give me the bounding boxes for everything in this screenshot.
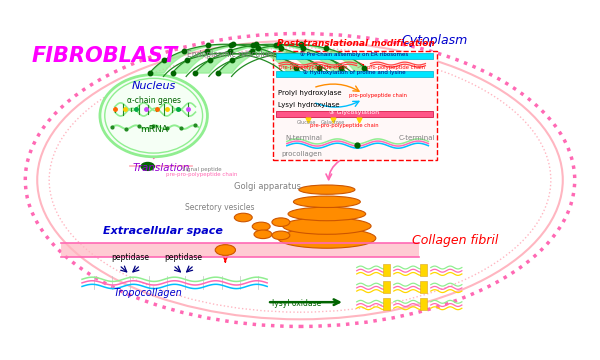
Text: Nucleus: Nucleus	[131, 81, 176, 91]
Text: Prolyl hydroxylase: Prolyl hydroxylase	[278, 90, 341, 96]
Text: FIBROBLAST: FIBROBLAST	[31, 46, 178, 66]
Text: mRNA: mRNA	[140, 125, 167, 134]
FancyBboxPatch shape	[275, 71, 433, 77]
Text: procollagen: procollagen	[281, 151, 322, 157]
FancyBboxPatch shape	[420, 298, 427, 310]
FancyBboxPatch shape	[383, 298, 390, 310]
FancyBboxPatch shape	[420, 264, 427, 276]
Ellipse shape	[283, 218, 371, 234]
FancyBboxPatch shape	[420, 281, 427, 293]
Text: pro-polypeptide chain: pro-polypeptide chain	[367, 65, 425, 70]
Text: Tropocollagen: Tropocollagen	[113, 288, 182, 298]
Text: Endoplasmic reticulum: Endoplasmic reticulum	[187, 50, 275, 59]
Text: Golgi apparatus: Golgi apparatus	[233, 182, 301, 191]
Text: ② Hydroxylation of proline and lysine: ② Hydroxylation of proline and lysine	[303, 70, 406, 75]
Text: Collagen fibril: Collagen fibril	[412, 234, 499, 247]
Ellipse shape	[235, 213, 252, 222]
Text: Secretory vesicles: Secretory vesicles	[185, 203, 254, 212]
FancyBboxPatch shape	[275, 53, 433, 59]
Text: lysyl oxidase: lysyl oxidase	[272, 299, 322, 308]
Text: ① Pre-chain assembly on ER ribosomes: ① Pre-chain assembly on ER ribosomes	[300, 51, 409, 57]
Text: pre-pro-polypeptide chain: pre-pro-polypeptide chain	[310, 123, 379, 128]
Text: pro-polypeptide chain: pro-polypeptide chain	[349, 93, 407, 98]
Text: Lysyl hydroxylase: Lysyl hydroxylase	[278, 102, 340, 108]
Ellipse shape	[254, 230, 272, 239]
Ellipse shape	[272, 218, 290, 226]
FancyBboxPatch shape	[383, 264, 390, 276]
Ellipse shape	[252, 222, 270, 231]
Ellipse shape	[215, 245, 235, 255]
FancyBboxPatch shape	[383, 281, 390, 293]
Ellipse shape	[100, 75, 208, 157]
Text: Cytoplasm: Cytoplasm	[401, 34, 468, 47]
Text: Glucose: Glucose	[296, 120, 316, 125]
Text: peptidase: peptidase	[164, 253, 203, 262]
Ellipse shape	[293, 196, 361, 207]
Text: Signal peptide: Signal peptide	[182, 167, 221, 172]
Text: Post-translational modification: Post-translational modification	[277, 39, 434, 48]
Ellipse shape	[299, 185, 355, 194]
Text: peptidase: peptidase	[111, 253, 149, 262]
Text: pre-pro-polypeptide chain: pre-pro-polypeptide chain	[166, 172, 237, 177]
Ellipse shape	[272, 231, 290, 240]
FancyBboxPatch shape	[275, 111, 433, 117]
Ellipse shape	[288, 207, 365, 221]
Text: C-terminal: C-terminal	[398, 135, 435, 141]
Text: Extracellular space: Extracellular space	[103, 226, 223, 235]
Text: α-chain genes: α-chain genes	[127, 96, 181, 105]
Ellipse shape	[278, 228, 376, 248]
Text: Translation: Translation	[133, 163, 190, 173]
Text: ③ Glycosylation: ③ Glycosylation	[329, 110, 379, 115]
Text: pre-pro-polypeptide chain: pre-pro-polypeptide chain	[279, 65, 347, 70]
FancyBboxPatch shape	[273, 51, 437, 160]
Circle shape	[141, 162, 154, 170]
Text: N-terminal: N-terminal	[285, 135, 322, 141]
Bar	[61, 243, 419, 257]
Text: Galactose: Galactose	[321, 120, 345, 125]
